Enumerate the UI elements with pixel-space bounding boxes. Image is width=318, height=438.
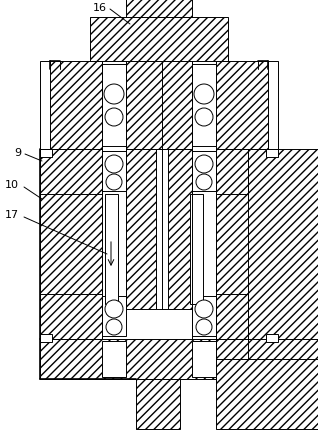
Bar <box>266 150 278 158</box>
Bar <box>40 339 216 379</box>
Bar <box>156 150 168 309</box>
Bar <box>190 194 203 304</box>
Text: 16: 16 <box>93 3 107 13</box>
Bar <box>192 65 216 147</box>
Circle shape <box>104 85 124 105</box>
Bar <box>216 150 318 359</box>
Circle shape <box>105 155 123 173</box>
Bar <box>102 152 126 307</box>
Circle shape <box>105 109 123 127</box>
Bar <box>40 62 50 150</box>
Bar <box>126 62 192 150</box>
Bar <box>216 150 248 194</box>
Bar <box>126 0 192 18</box>
Circle shape <box>106 319 122 335</box>
Bar <box>40 150 102 309</box>
Bar <box>216 339 318 379</box>
Bar <box>192 152 216 191</box>
Circle shape <box>195 155 213 173</box>
Circle shape <box>195 109 213 127</box>
Bar <box>102 65 126 147</box>
Circle shape <box>195 300 213 318</box>
Bar <box>192 152 216 307</box>
Circle shape <box>194 85 214 105</box>
Text: 10: 10 <box>5 180 19 190</box>
Bar <box>192 341 216 377</box>
Bar <box>90 18 228 62</box>
Bar <box>50 62 102 150</box>
Bar <box>216 62 268 150</box>
Bar <box>192 297 216 336</box>
Circle shape <box>196 319 212 335</box>
Circle shape <box>105 300 123 318</box>
Bar <box>216 294 248 339</box>
Bar <box>126 150 156 309</box>
Bar <box>216 359 318 429</box>
Bar <box>266 334 278 342</box>
Bar <box>40 334 52 342</box>
Circle shape <box>106 175 122 191</box>
Bar <box>105 194 118 304</box>
Bar <box>102 152 126 191</box>
Circle shape <box>196 175 212 191</box>
Text: 17: 17 <box>5 209 19 219</box>
Bar <box>102 341 126 377</box>
Bar <box>40 294 102 339</box>
Bar <box>268 62 278 150</box>
Bar <box>102 297 126 336</box>
Text: 9: 9 <box>14 148 22 158</box>
Bar <box>136 379 180 429</box>
Bar <box>40 150 52 158</box>
Bar <box>162 150 192 309</box>
Bar <box>40 150 102 194</box>
